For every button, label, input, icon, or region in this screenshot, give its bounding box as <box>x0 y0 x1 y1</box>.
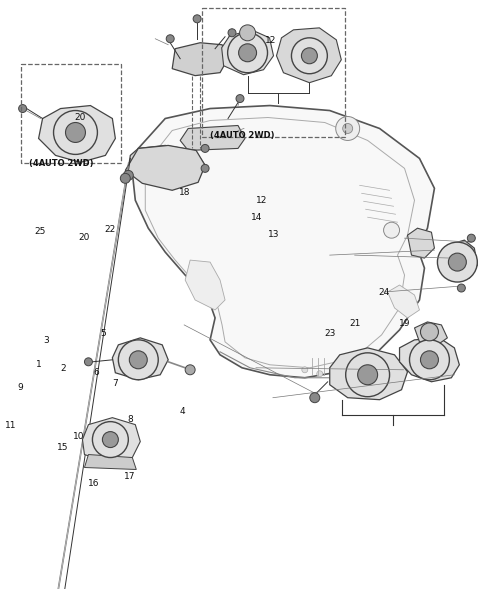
Circle shape <box>310 393 320 403</box>
Text: 4: 4 <box>180 407 185 416</box>
Polygon shape <box>84 454 136 470</box>
Polygon shape <box>439 240 477 280</box>
Text: 25: 25 <box>34 227 46 236</box>
Text: 7: 7 <box>113 379 119 388</box>
Text: 15: 15 <box>57 444 69 453</box>
Circle shape <box>317 371 323 377</box>
Polygon shape <box>387 285 420 318</box>
Polygon shape <box>276 28 341 83</box>
Text: 22: 22 <box>104 225 116 234</box>
Polygon shape <box>172 42 228 76</box>
Circle shape <box>84 358 93 366</box>
Circle shape <box>457 284 465 292</box>
Circle shape <box>468 234 475 242</box>
Polygon shape <box>399 338 459 382</box>
Polygon shape <box>132 106 434 378</box>
Text: 12: 12 <box>265 37 277 45</box>
Circle shape <box>358 365 378 385</box>
Bar <box>202 8 345 137</box>
Circle shape <box>448 253 467 271</box>
Text: 21: 21 <box>349 319 360 327</box>
Text: 24: 24 <box>378 287 389 297</box>
Circle shape <box>102 432 119 448</box>
Circle shape <box>343 123 353 133</box>
Text: 8: 8 <box>127 415 133 424</box>
Circle shape <box>420 351 438 369</box>
Circle shape <box>119 340 158 380</box>
Text: 2: 2 <box>60 364 66 373</box>
Bar <box>21 64 121 163</box>
Circle shape <box>301 48 317 64</box>
Text: 1: 1 <box>36 360 42 369</box>
Text: 3: 3 <box>43 336 49 345</box>
Circle shape <box>120 173 130 183</box>
Circle shape <box>336 116 360 140</box>
Circle shape <box>129 351 147 369</box>
Circle shape <box>228 33 267 73</box>
Polygon shape <box>128 145 205 188</box>
Circle shape <box>201 165 209 172</box>
Text: 9: 9 <box>17 384 23 392</box>
Circle shape <box>437 242 477 282</box>
Text: 14: 14 <box>251 213 263 222</box>
Polygon shape <box>415 322 447 345</box>
Text: 20: 20 <box>79 233 90 242</box>
Polygon shape <box>330 348 408 399</box>
Text: 11: 11 <box>4 421 16 430</box>
Circle shape <box>93 422 128 457</box>
Circle shape <box>332 371 338 377</box>
Circle shape <box>420 323 438 341</box>
Circle shape <box>239 44 256 62</box>
Circle shape <box>409 340 449 380</box>
Text: 16: 16 <box>88 478 100 488</box>
Text: 19: 19 <box>399 319 411 327</box>
Circle shape <box>123 171 133 181</box>
Text: 10: 10 <box>72 432 84 441</box>
Circle shape <box>185 365 195 375</box>
Text: (4AUTO 2WD): (4AUTO 2WD) <box>29 159 94 168</box>
Polygon shape <box>180 126 245 150</box>
Circle shape <box>236 94 244 103</box>
Circle shape <box>193 15 201 23</box>
Circle shape <box>291 38 327 74</box>
Circle shape <box>65 123 85 142</box>
Circle shape <box>19 104 26 113</box>
Text: 6: 6 <box>94 368 99 377</box>
Text: 20: 20 <box>74 113 85 122</box>
Polygon shape <box>222 30 274 75</box>
Circle shape <box>166 35 174 42</box>
Polygon shape <box>83 418 140 463</box>
Text: 12: 12 <box>256 196 267 205</box>
Polygon shape <box>185 260 225 310</box>
Circle shape <box>201 145 209 152</box>
Polygon shape <box>408 228 434 258</box>
Polygon shape <box>125 145 205 191</box>
Polygon shape <box>112 338 168 380</box>
Circle shape <box>384 222 399 238</box>
Text: 13: 13 <box>268 231 279 240</box>
Circle shape <box>240 25 255 41</box>
Circle shape <box>346 353 390 396</box>
Circle shape <box>54 110 97 155</box>
Text: 17: 17 <box>124 471 136 481</box>
Text: 18: 18 <box>179 188 191 196</box>
Polygon shape <box>38 106 115 162</box>
Circle shape <box>302 367 308 373</box>
Text: 5: 5 <box>101 329 107 337</box>
Circle shape <box>228 29 236 37</box>
Text: 23: 23 <box>324 329 336 337</box>
Text: (4AUTO 2WD): (4AUTO 2WD) <box>210 132 275 140</box>
